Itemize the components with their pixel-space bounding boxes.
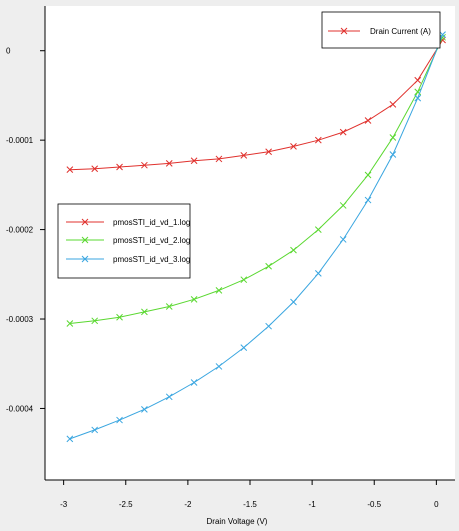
series-2-point bbox=[339, 202, 347, 209]
legend-top-right-box bbox=[321, 11, 441, 49]
x-ticks: -3 -2.5 -2 -1.5 -1 -0.5 0 bbox=[60, 480, 439, 509]
series-2-point bbox=[314, 226, 322, 233]
x-tick-label: 0 bbox=[434, 500, 439, 509]
series-1-point bbox=[215, 155, 223, 163]
y-tick-label: 0 bbox=[6, 47, 11, 56]
y-tick-label: -0.0003 bbox=[6, 315, 34, 324]
legend-left: pmosSTI_id_vd_1.log pmosSTI_id_vd_2.log … bbox=[57, 203, 191, 279]
series-2-point bbox=[190, 295, 198, 303]
legend-top-right-label: Drain Current (A) bbox=[370, 27, 431, 36]
series-1-point bbox=[290, 143, 297, 150]
x-tick-label: -1 bbox=[309, 500, 317, 509]
series-3-point bbox=[66, 435, 74, 443]
series-3-line bbox=[69, 34, 444, 440]
series-3-point bbox=[265, 322, 272, 330]
series-3-point bbox=[116, 416, 123, 424]
series-2-line bbox=[69, 37, 444, 324]
series-2-point bbox=[116, 313, 123, 321]
series-3-point bbox=[240, 344, 248, 351]
series-3-point bbox=[215, 363, 223, 370]
series-1-point bbox=[364, 117, 372, 124]
series-1-point bbox=[265, 148, 272, 156]
x-tick-label: -3 bbox=[60, 500, 68, 509]
legend-item-2-label: pmosSTI_id_vd_2.log bbox=[113, 236, 190, 245]
series-1-point bbox=[240, 152, 248, 159]
series-2-point bbox=[240, 276, 248, 284]
series-2-point bbox=[215, 287, 223, 294]
series-2-point bbox=[364, 171, 372, 179]
series-1-point bbox=[116, 163, 123, 171]
series-2-point bbox=[389, 134, 397, 141]
legend-item-3-label: pmosSTI_id_vd_3.log bbox=[113, 255, 190, 264]
series-layer bbox=[66, 31, 446, 443]
series-3-point bbox=[414, 94, 422, 102]
series-1-line bbox=[69, 39, 444, 171]
series-3-point bbox=[339, 236, 347, 243]
legend-item-3-marker bbox=[81, 255, 89, 263]
x-tick-label: -2.5 bbox=[119, 500, 133, 509]
series-2-point bbox=[165, 303, 173, 310]
series-1-point bbox=[141, 161, 148, 169]
series-2-point bbox=[66, 320, 74, 327]
series-2-point bbox=[265, 262, 272, 270]
series-2-point bbox=[91, 317, 99, 325]
y-ticks: 0 -0.0001 -0.0002 -0.0003 -0.0004 bbox=[6, 47, 45, 413]
series-1-point bbox=[66, 166, 74, 174]
series-3-point bbox=[439, 31, 446, 38]
series-1-point bbox=[91, 165, 99, 173]
series-3-point bbox=[141, 405, 148, 413]
series-1-point bbox=[414, 76, 422, 84]
x-tick-label: -0.5 bbox=[367, 500, 381, 509]
series-1-point bbox=[314, 136, 322, 144]
series-3-point bbox=[314, 270, 322, 277]
series-3-point bbox=[190, 379, 198, 386]
series-3-point bbox=[91, 426, 99, 434]
series-2-point bbox=[290, 246, 297, 254]
y-tick-label: -0.0001 bbox=[6, 136, 34, 145]
x-tick-label: -2 bbox=[184, 500, 192, 509]
series-1-point bbox=[165, 160, 173, 167]
legend-item-1-marker bbox=[81, 218, 89, 226]
legend-item-1-label: pmosSTI_id_vd_1.log bbox=[113, 218, 190, 227]
y-tick-label: -0.0004 bbox=[6, 404, 34, 413]
series-1-point bbox=[339, 128, 347, 136]
legend-left-box bbox=[57, 203, 191, 279]
series-3-point bbox=[290, 298, 297, 306]
x-tick-label: -1.5 bbox=[243, 500, 257, 509]
series-3-point bbox=[389, 151, 397, 158]
x-axis-title: Drain Voltage (V) bbox=[207, 517, 268, 526]
series-2-point bbox=[141, 308, 148, 316]
legend-top-right: Drain Current (A) bbox=[321, 11, 441, 49]
legend-top-right-marker bbox=[340, 27, 348, 35]
series-1-point bbox=[190, 157, 198, 165]
y-tick-label: -0.0002 bbox=[6, 226, 34, 235]
series-1-point bbox=[389, 101, 397, 108]
series-3-point bbox=[364, 196, 372, 204]
series-3-point bbox=[165, 393, 173, 401]
legend-item-2-marker bbox=[81, 236, 89, 244]
